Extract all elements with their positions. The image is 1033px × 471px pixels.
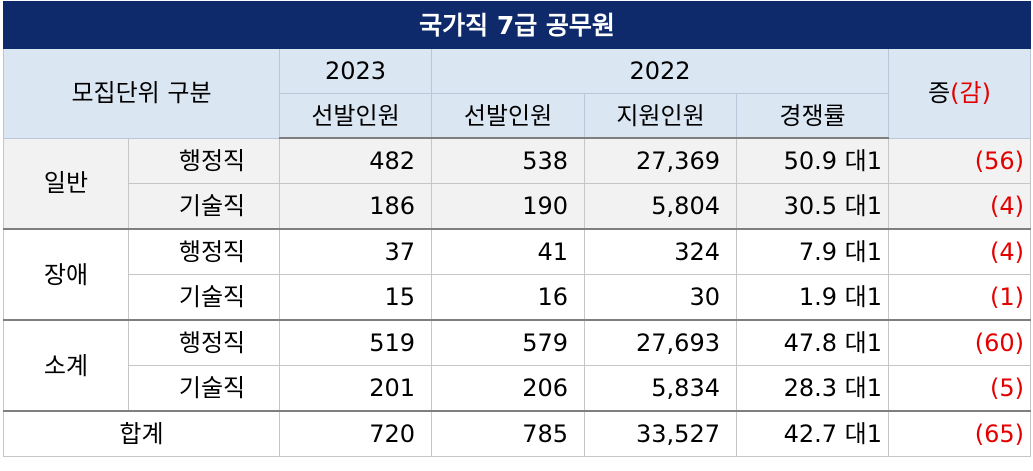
- total-label: 합계: [3, 411, 280, 457]
- cell-selected-2022: 16: [431, 274, 585, 321]
- cell-selected-2023: 201: [279, 365, 432, 412]
- cell-selected-2022: 206: [431, 365, 585, 412]
- total-ratio: 42.7 대1: [736, 411, 889, 457]
- table-title: 국가직 7급 공무원: [2, 1, 1032, 49]
- row-type: 기술직: [128, 183, 280, 230]
- title-row: 국가직 7급 공무원: [2, 1, 1032, 49]
- header-ratio-2022: 경쟁률: [736, 93, 889, 139]
- header-year-2022: 2022: [431, 48, 889, 94]
- cell-selected-2023: 519: [279, 320, 432, 366]
- total-row: 합계 720 785 33,527 42.7 대1 (65): [3, 411, 1032, 457]
- cell-applicants: 27,369: [584, 138, 737, 184]
- total-selected-2022: 785: [431, 411, 585, 457]
- header-change-prefix: 증: [928, 79, 951, 108]
- group-label: 일반: [3, 138, 129, 230]
- header-selected-2022: 선발인원: [431, 93, 585, 139]
- row-type: 행정직: [128, 320, 280, 366]
- table-row: 기술직 186 190 5,804 30.5 대1 (4): [4, 183, 1032, 230]
- cell-selected-2023: 482: [279, 138, 432, 184]
- row-type: 행정직: [128, 229, 280, 275]
- table-row: 기술직 15 16 30 1.9 대1 (1): [4, 274, 1032, 321]
- cell-ratio: 28.3 대1: [736, 365, 889, 412]
- cell-selected-2023: 37: [279, 229, 432, 275]
- cell-applicants: 30: [584, 274, 737, 321]
- cell-selected-2023: 15: [279, 274, 432, 321]
- total-applicants: 33,527: [584, 411, 737, 457]
- cell-ratio: 50.9 대1: [736, 138, 889, 184]
- total-selected-2023: 720: [279, 411, 432, 457]
- cell-applicants: 5,834: [584, 365, 737, 412]
- row-type: 행정직: [128, 138, 280, 184]
- cell-change: (60): [887, 320, 1032, 366]
- row-type: 기술직: [128, 365, 280, 412]
- cell-ratio: 7.9 대1: [736, 229, 889, 275]
- total-change: (65): [887, 411, 1032, 457]
- cell-change: (4): [887, 229, 1032, 275]
- header-applicants-2022: 지원인원: [584, 93, 737, 139]
- cell-change: (1): [887, 274, 1032, 321]
- header-year-2023: 2023: [279, 48, 432, 94]
- header-division: 모집단위 구분: [3, 48, 280, 139]
- recruitment-table: 국가직 7급 공무원 모집단위 구분 2023 2022 증(감) 선발인원 선…: [2, 1, 1032, 457]
- cell-change: (4): [887, 183, 1032, 230]
- group-label: 소계: [3, 320, 129, 412]
- header-selected-2023: 선발인원: [279, 93, 432, 139]
- table-row: 장애 행정직 37 41 324 7.9 대1 (4): [3, 229, 1032, 321]
- cell-selected-2022: 538: [431, 138, 585, 184]
- cell-applicants: 324: [584, 229, 737, 275]
- header-row-1: 모집단위 구분 2023 2022 증(감): [3, 48, 1032, 139]
- table-row: 일반 행정직 482 538 27,369 50.9 대1 (56): [3, 138, 1032, 230]
- table-row: 기술직 201 206 5,834 28.3 대1 (5): [4, 365, 1032, 412]
- group-label: 장애: [3, 229, 129, 321]
- cell-ratio: 1.9 대1: [736, 274, 889, 321]
- cell-selected-2022: 190: [431, 183, 585, 230]
- cell-applicants: 27,693: [584, 320, 737, 366]
- cell-applicants: 5,804: [584, 183, 737, 230]
- row-type: 기술직: [128, 274, 280, 321]
- header-change-suffix: (감): [950, 79, 991, 108]
- cell-change: (5): [887, 365, 1032, 412]
- header-row-2: 선발인원 선발인원 지원인원 경쟁률: [4, 93, 1031, 139]
- cell-selected-2022: 41: [431, 229, 585, 275]
- cell-selected-2022: 579: [431, 320, 585, 366]
- cell-change: (56): [887, 138, 1032, 184]
- cell-ratio: 30.5 대1: [736, 183, 889, 230]
- cell-selected-2023: 186: [279, 183, 432, 230]
- cell-ratio: 47.8 대1: [736, 320, 889, 366]
- header-change: 증(감): [887, 48, 1032, 139]
- table-row: 소계 행정직 519 579 27,693 47.8 대1 (60): [3, 320, 1032, 412]
